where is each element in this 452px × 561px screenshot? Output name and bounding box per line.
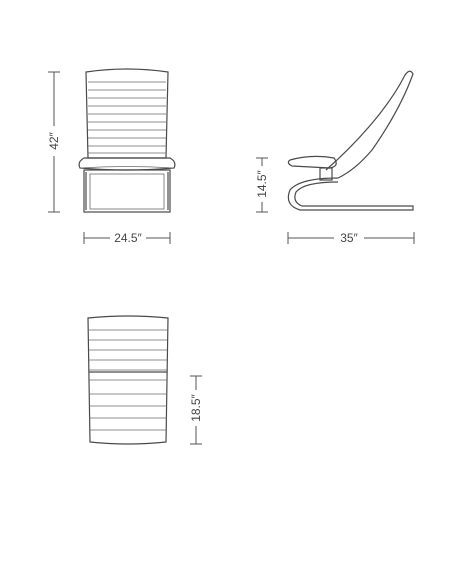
- seat-depth-dimension: 18.5″: [186, 375, 206, 445]
- side-seat: [287, 155, 337, 169]
- seat-height-dimension: 14.5″: [250, 157, 270, 213]
- side-base: [287, 177, 414, 211]
- width-dimension: 24.5″: [83, 230, 171, 246]
- side-view: [287, 70, 414, 211]
- front-backrest-stitching: [88, 81, 166, 154]
- front-seat: [78, 157, 176, 171]
- top-view: [87, 315, 169, 445]
- top-stitching: [89, 329, 167, 431]
- width-label: 24.5″: [114, 231, 142, 245]
- front-backrest: [85, 68, 169, 159]
- seat-height-label: 14.5″: [255, 169, 269, 197]
- height-label: 42″: [47, 131, 61, 149]
- side-backrest: [325, 70, 414, 179]
- side-support: [319, 167, 333, 181]
- seat-depth-label: 18.5″: [189, 393, 203, 421]
- height-dimension: 42″: [44, 71, 64, 213]
- depth-dimension: 35″: [287, 230, 415, 246]
- front-view: [78, 68, 176, 213]
- front-base: [83, 169, 171, 213]
- depth-label: 35″: [340, 231, 358, 245]
- top-outline: [87, 315, 169, 445]
